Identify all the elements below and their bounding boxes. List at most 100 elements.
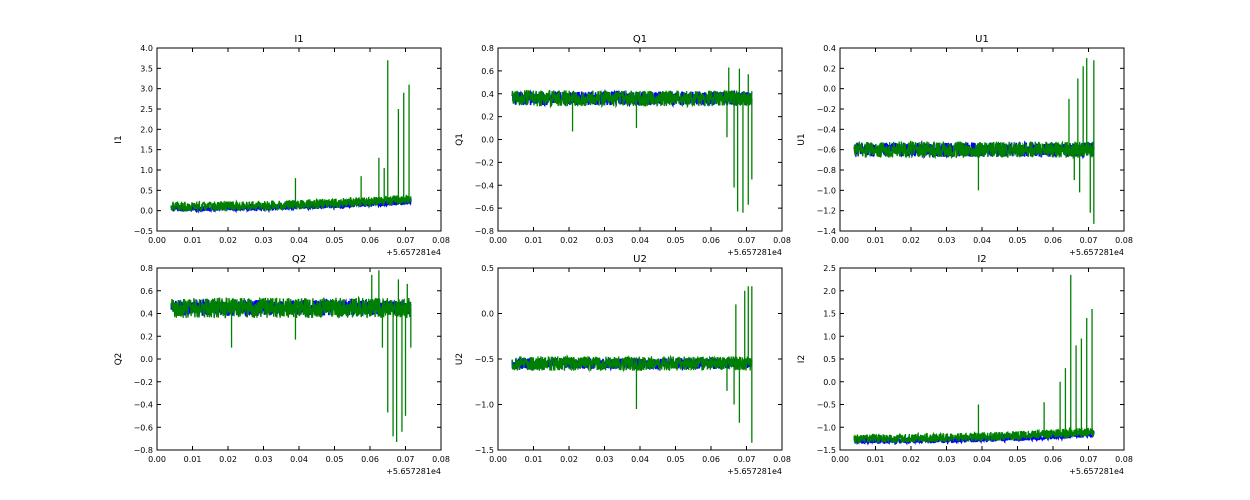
x-tick-label: 0.03 xyxy=(596,455,614,464)
series-green-line xyxy=(853,58,1095,224)
x-tick-label: 0.00 xyxy=(831,236,849,245)
x-tick-label: 0.05 xyxy=(667,236,685,245)
y-tick-label: 0.6 xyxy=(481,67,494,76)
x-tick-label: 0.03 xyxy=(938,236,956,245)
y-tick-label: 0.0 xyxy=(823,378,836,387)
y-tick-label: 0.4 xyxy=(140,310,153,319)
y-tick-label: 2.0 xyxy=(823,287,836,296)
y-tick-label: −1.4 xyxy=(817,227,836,236)
x-tick-label: 0.02 xyxy=(219,236,237,245)
series-green-line xyxy=(511,286,753,443)
x-tick-label: 0.00 xyxy=(831,455,849,464)
x-tick-label: 0.04 xyxy=(631,455,649,464)
x-tick-label: 0.06 xyxy=(361,455,379,464)
y-tick-label: 0.2 xyxy=(823,64,836,73)
x-offset-label: +5.657281e4 xyxy=(727,467,782,476)
y-axis-label: U2 xyxy=(455,353,465,365)
x-offset-label: +5.657281e4 xyxy=(1069,467,1124,476)
x-tick-label: 0.06 xyxy=(361,236,379,245)
series-green-line xyxy=(511,67,753,213)
subplot-title: I2 xyxy=(977,254,986,265)
y-tick-label: −0.6 xyxy=(475,204,494,213)
x-offset-label: +5.657281e4 xyxy=(727,248,782,257)
x-tick-label: 0.08 xyxy=(773,455,791,464)
y-axis-label: Q2 xyxy=(114,353,124,366)
y-tick-label: 0.0 xyxy=(140,207,153,216)
x-tick-label: 0.05 xyxy=(1009,455,1027,464)
x-offset-label: +5.657281e4 xyxy=(386,467,441,476)
y-tick-label: −0.4 xyxy=(134,401,153,410)
x-tick-label: 0.02 xyxy=(902,455,920,464)
subplot-u2: 0.00 0.01 0.02 0.03 0.04 0.05 0.06 0.07 0.08−1.5… xyxy=(455,254,791,476)
x-tick-label: 0.01 xyxy=(525,236,543,245)
x-offset-label: +5.657281e4 xyxy=(386,248,441,257)
y-axis-label: I2 xyxy=(797,355,807,363)
x-tick-label: 0.04 xyxy=(631,236,649,245)
x-tick-label: 0.03 xyxy=(938,455,956,464)
x-tick-label: 0.06 xyxy=(1044,455,1062,464)
y-tick-label: 3.0 xyxy=(140,85,153,94)
y-tick-label: 0.5 xyxy=(140,186,153,195)
x-tick-label: 0.03 xyxy=(255,236,273,245)
subplot-u1: 0.00 0.01 0.02 0.03 0.04 0.05 0.06 0.07 0.08−1.4… xyxy=(797,34,1133,257)
x-tick-label: 0.02 xyxy=(560,455,578,464)
y-tick-label: 0.0 xyxy=(823,85,836,94)
y-axis: −1.4 −1.2 −1.0 −0.8 −0.6 −0.4 −0.2 0.0 0.2 0.4 xyxy=(817,44,1124,236)
x-tick-label: 0.05 xyxy=(326,455,344,464)
x-axis: 0.00 0.01 0.02 0.03 0.04 0.05 0.06 0.07 0.08 xyxy=(489,268,791,464)
y-tick-label: 0.6 xyxy=(140,287,153,296)
y-tick-label: 0.8 xyxy=(140,264,153,273)
x-tick-label: 0.08 xyxy=(773,236,791,245)
y-tick-label: 0.0 xyxy=(481,136,494,145)
subplot-q1: 0.00 0.01 0.02 0.03 0.04 0.05 0.06 0.07 0.08−0.8… xyxy=(455,34,791,257)
x-tick-label: 0.06 xyxy=(702,455,720,464)
x-tick-label: 0.01 xyxy=(184,455,202,464)
series-green-line xyxy=(170,60,412,213)
y-tick-label: 1.0 xyxy=(823,332,836,341)
x-tick-label: 0.08 xyxy=(1115,455,1133,464)
x-tick-label: 0.05 xyxy=(1009,236,1027,245)
x-tick-label: 0.07 xyxy=(738,455,756,464)
y-tick-label: −0.6 xyxy=(134,423,153,432)
y-tick-label: −1.5 xyxy=(475,446,494,455)
y-tick-label: −0.4 xyxy=(817,125,836,134)
x-tick-label: 0.07 xyxy=(1080,455,1098,464)
subplot-title: U1 xyxy=(975,34,989,45)
subplot-q2: 0.00 0.01 0.02 0.03 0.04 0.05 0.06 0.07 0.08−0.8… xyxy=(114,254,450,476)
x-tick-label: 0.00 xyxy=(148,455,166,464)
y-tick-label: −0.2 xyxy=(475,158,494,167)
y-axis: −0.8 −0.6 −0.4 −0.2 0.0 0.2 0.4 0.6 0.8 xyxy=(475,44,782,236)
y-tick-label: −1.2 xyxy=(817,207,836,216)
subplot-i2: 0.00 0.01 0.02 0.03 0.04 0.05 0.06 0.07 0.08−1.5… xyxy=(797,254,1133,476)
y-tick-label: −0.2 xyxy=(134,378,153,387)
y-tick-label: −1.0 xyxy=(817,423,836,432)
subplot-title: Q2 xyxy=(292,254,306,265)
y-tick-label: 0.4 xyxy=(481,90,494,99)
y-tick-label: 0.5 xyxy=(481,264,494,273)
x-axis: 0.00 0.01 0.02 0.03 0.04 0.05 0.06 0.07 0.08 xyxy=(148,268,450,464)
x-tick-label: 0.02 xyxy=(219,455,237,464)
x-tick-label: 0.00 xyxy=(489,236,507,245)
x-tick-label: 0.04 xyxy=(290,236,308,245)
series-green-line xyxy=(853,274,1095,445)
y-tick-label: 0.0 xyxy=(140,355,153,364)
x-tick-label: 0.01 xyxy=(525,455,543,464)
y-tick-label: 1.0 xyxy=(140,166,153,175)
x-tick-label: 0.01 xyxy=(867,455,885,464)
y-tick-label: 4.0 xyxy=(140,44,153,53)
y-tick-label: −0.4 xyxy=(475,181,494,190)
y-axis-label: I1 xyxy=(114,135,124,143)
y-tick-label: −0.5 xyxy=(475,355,494,364)
x-tick-label: 0.03 xyxy=(255,455,273,464)
series-green-line xyxy=(170,270,412,443)
y-tick-label: −0.5 xyxy=(817,401,836,410)
y-tick-label: −1.0 xyxy=(817,186,836,195)
x-tick-label: 0.01 xyxy=(184,236,202,245)
x-axis: 0.00 0.01 0.02 0.03 0.04 0.05 0.06 0.07 0.08 xyxy=(831,48,1133,245)
y-tick-label: −1.5 xyxy=(817,446,836,455)
x-tick-label: 0.02 xyxy=(560,236,578,245)
y-axis: −0.5 0.0 0.5 1.0 1.5 2.0 2.5 3.0 3.5 4.0 xyxy=(134,44,441,236)
y-tick-label: −0.2 xyxy=(817,105,836,114)
subplot-title: U2 xyxy=(633,254,647,265)
